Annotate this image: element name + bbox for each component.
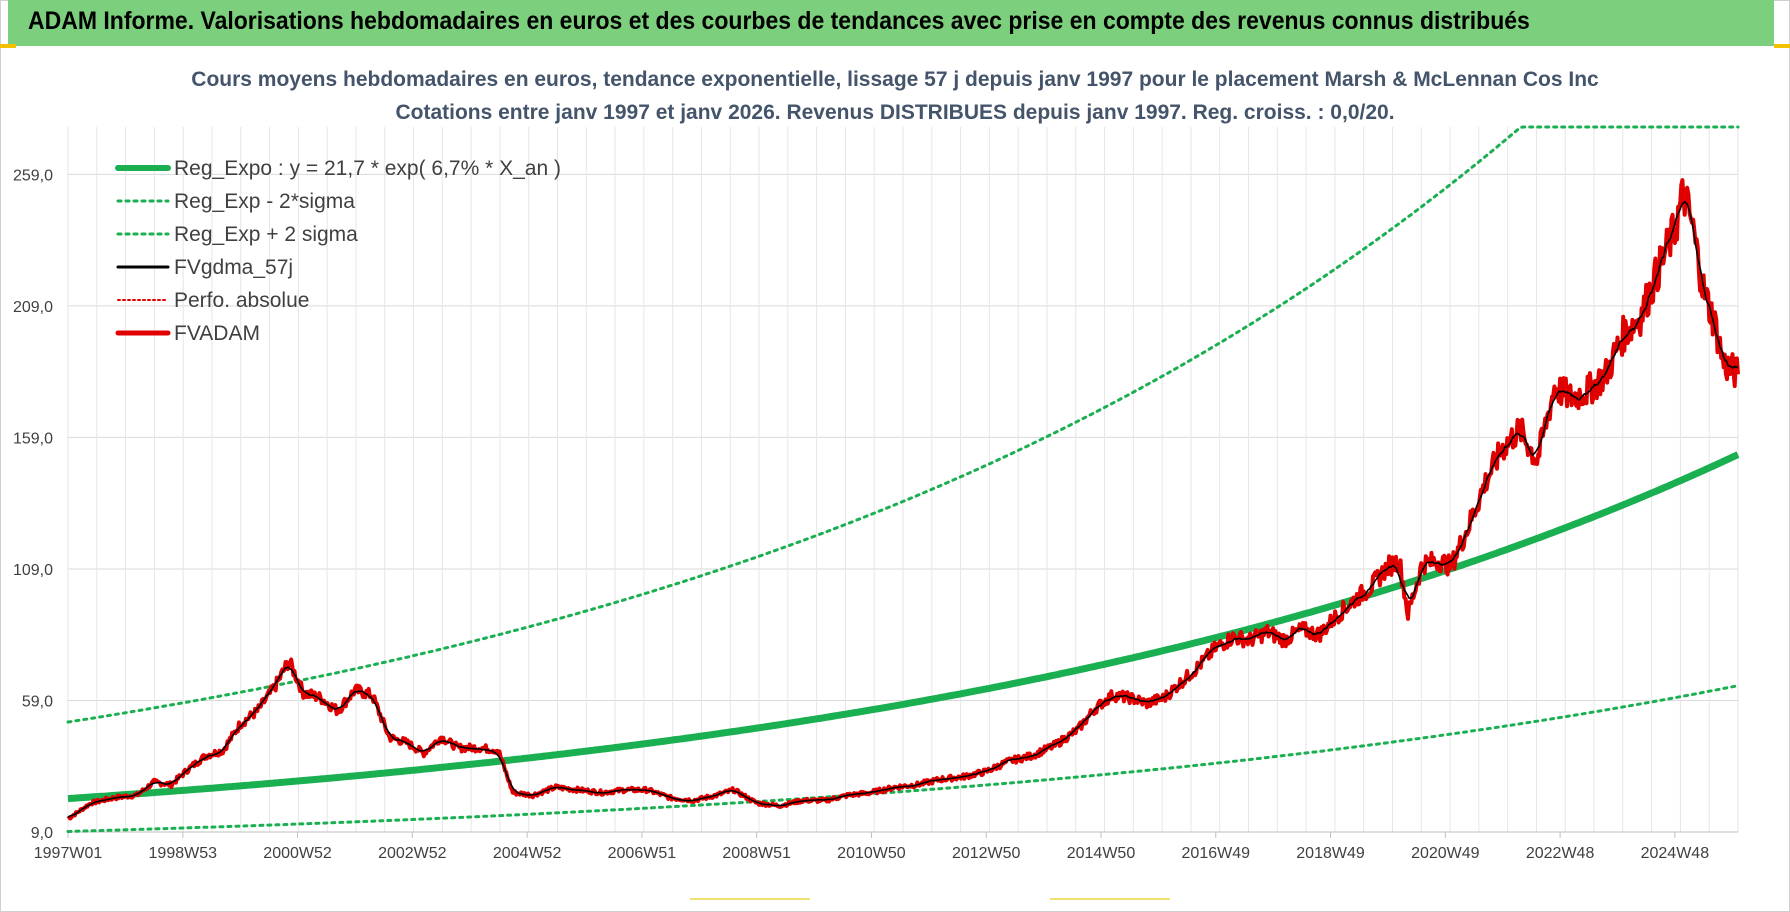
series-reg-expo: [67, 451, 1740, 803]
banner-title: ADAM Informe. Valorisations hebdomadaire…: [28, 7, 1530, 35]
x-tick-label: 2022W48: [1526, 845, 1595, 862]
legend-label: FVgdma_57j: [174, 256, 293, 279]
grid: [67, 127, 1739, 833]
x-tick-label: 2006W51: [608, 845, 677, 862]
legend-label: Reg_Exp + 2 sigma: [174, 223, 358, 246]
legend-label: Reg_Expo : y = 21,7 * exp( 6,7% * X_an ): [174, 157, 561, 180]
corner-mark: [1774, 44, 1790, 48]
y-tick-label: 159,0: [13, 430, 53, 447]
x-tick-label: 2012W50: [952, 845, 1021, 862]
legend-label: FVADAM: [174, 322, 260, 345]
series-reg-exp-plus-2sigma: [66, 125, 1740, 724]
chart-subtitle: Cotations entre janv 1997 et janv 2026. …: [395, 101, 1394, 124]
x-tick-label: 2020W49: [1411, 845, 1480, 862]
x-tick-label: 2016W49: [1182, 845, 1251, 862]
x-tick-label: 2024W48: [1641, 845, 1710, 862]
x-tick-label: 2000W52: [263, 845, 332, 862]
y-tick-label: 109,0: [13, 562, 53, 579]
x-tick-label: 2014W50: [1067, 845, 1136, 862]
x-tick-label: 1997W01: [34, 845, 103, 862]
x-tick-label: 1998W53: [149, 845, 218, 862]
y-axis-labels: 9,0 59,0 109,0 159,0 209,0 259,0: [13, 167, 53, 842]
x-tick-label: 2010W50: [837, 845, 906, 862]
footer-mark: [1050, 898, 1170, 900]
legend-label: Perfo. absolue: [174, 289, 309, 312]
series-layer: [66, 125, 1740, 833]
x-tick-label: 2018W49: [1296, 845, 1365, 862]
legend: Reg_Expo : y = 21,7 * exp( 6,7% * X_an )…: [115, 157, 561, 345]
report-banner: ADAM Informe. Valorisations hebdomadaire…: [8, 0, 1774, 46]
chart-title: Cours moyens hebdomadaires en euros, ten…: [191, 68, 1599, 91]
footer-mark: [690, 898, 810, 900]
series-reg-exp-minus-2sigma: [66, 684, 1740, 833]
chart-svg: Cours moyens hebdomadaires en euros, ten…: [13, 68, 1740, 862]
x-axis-labels: 1997W01 1998W53 2000W52 2002W52 2004W52 2006W…: [34, 832, 1709, 862]
x-tick-label: 2004W52: [493, 845, 562, 862]
y-tick-label: 59,0: [22, 693, 53, 710]
series-fvgdma-57j: [67, 200, 1739, 818]
x-tick-label: 2008W51: [722, 845, 791, 862]
x-tick-label: 2002W52: [378, 845, 447, 862]
corner-mark: [0, 44, 16, 48]
y-tick-label: 9,0: [31, 825, 53, 842]
y-tick-label: 259,0: [13, 167, 53, 184]
legend-label: Reg_Exp - 2*sigma: [174, 190, 355, 213]
y-tick-label: 209,0: [13, 299, 53, 316]
